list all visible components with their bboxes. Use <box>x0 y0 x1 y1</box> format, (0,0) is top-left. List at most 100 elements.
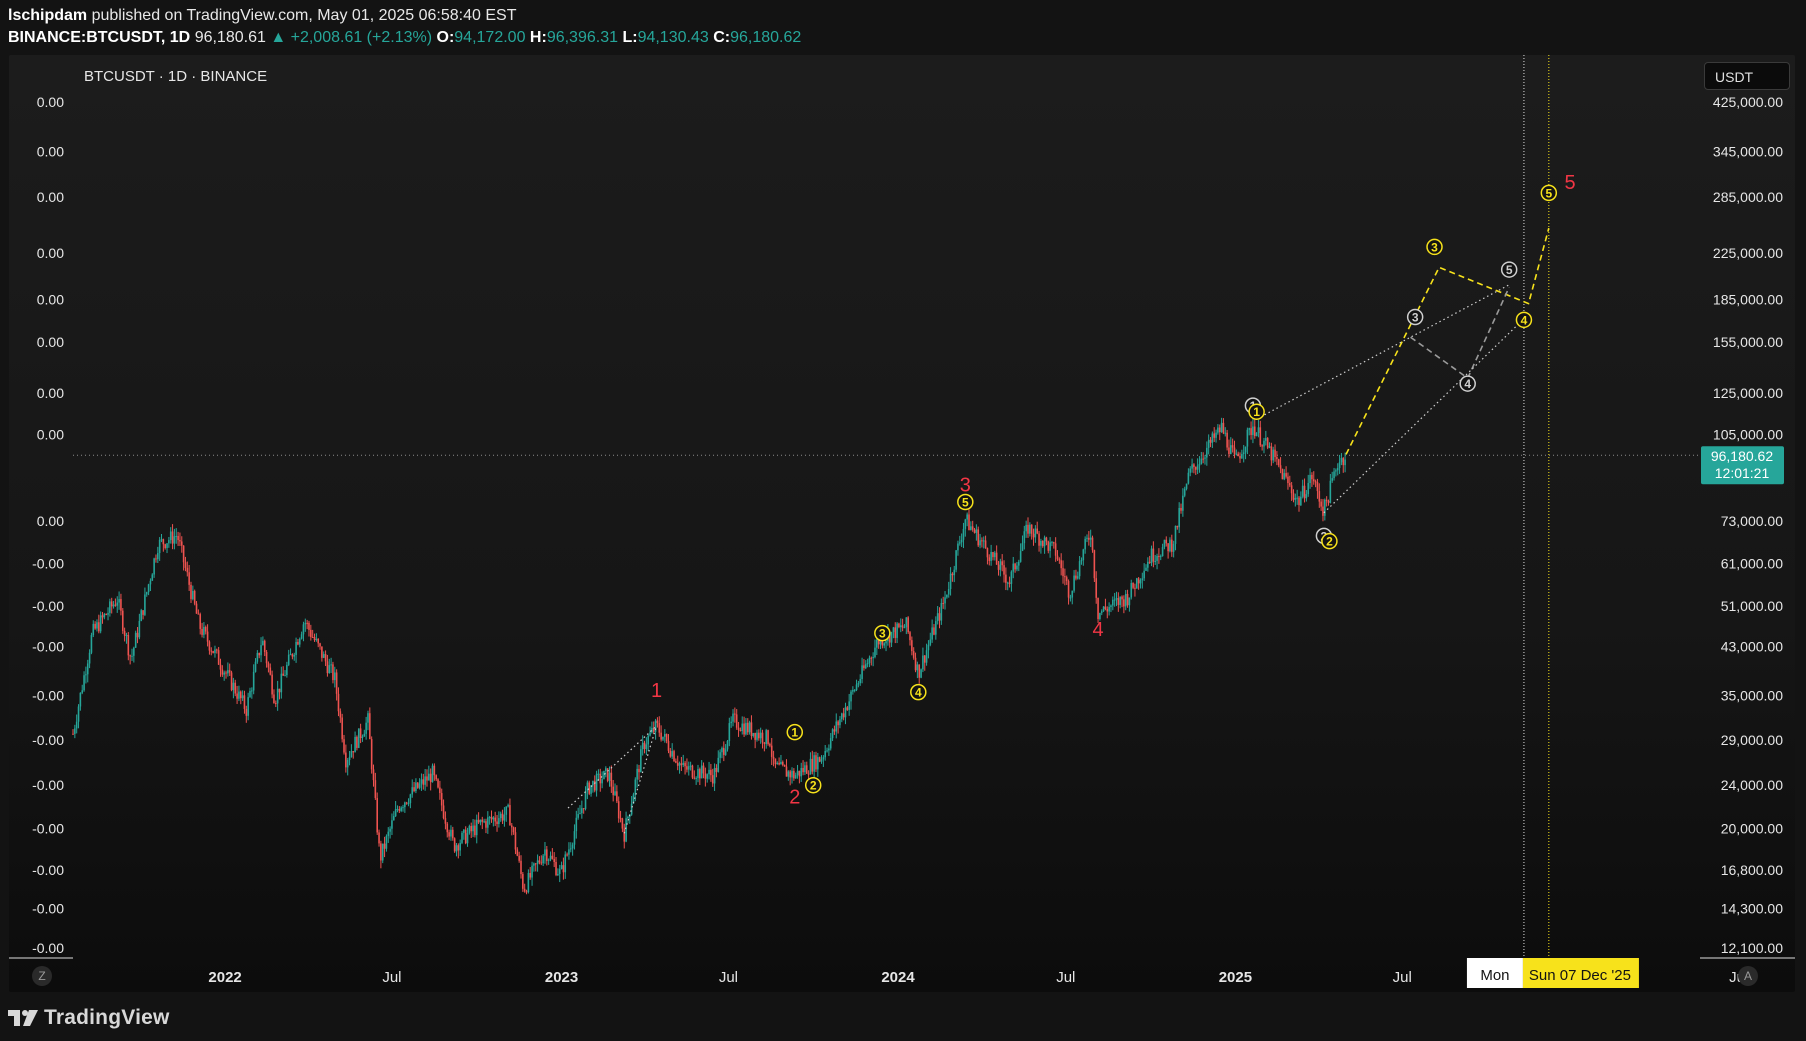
crosshair-date-left: Mon <box>1480 967 1509 984</box>
candle-body <box>794 775 797 779</box>
candle-body <box>98 622 100 632</box>
candle-body <box>457 845 460 851</box>
candle-body <box>1158 555 1160 557</box>
primary-wave-label: 4 <box>1092 619 1103 641</box>
candle-body <box>276 688 279 704</box>
candle-body <box>697 769 699 778</box>
circled-wave-label-ring <box>1500 261 1518 278</box>
candle-body <box>746 722 749 733</box>
candle-body <box>378 832 380 844</box>
candle-body <box>547 859 550 861</box>
candle-body <box>1174 525 1177 544</box>
candle-body <box>892 627 895 633</box>
candle-body <box>192 590 194 600</box>
badge-z[interactable]: Z <box>32 966 52 986</box>
candle-body <box>781 761 784 765</box>
price-chart[interactable]: 0.00 0.00 0.00 0.00 0.00 0.00 0.00 0.00 0.00 -0.0… <box>0 0 1806 1000</box>
candle-body <box>1115 598 1118 600</box>
candle-body <box>785 766 788 777</box>
candle-body <box>424 776 426 785</box>
symbol-label: BINANCE:BTCUSDT, 1D <box>8 29 191 46</box>
candle-body <box>809 758 812 774</box>
candle-body <box>610 772 613 787</box>
candle-body <box>968 514 970 531</box>
candle-body <box>1241 454 1243 459</box>
candle-body <box>389 828 391 832</box>
candle-body <box>201 628 203 635</box>
candle-body <box>758 732 760 739</box>
candle-body <box>286 664 288 676</box>
candle-body <box>402 807 404 809</box>
candle-body <box>1058 559 1061 561</box>
candle-body <box>304 622 307 625</box>
candle-body <box>787 771 790 777</box>
candle-body <box>1171 539 1173 552</box>
candle-body <box>759 732 762 739</box>
tradingview-logo[interactable]: TradingView <box>8 1005 170 1031</box>
candle-body <box>1215 432 1217 438</box>
candle-body <box>488 817 491 819</box>
candle-body <box>177 536 179 541</box>
candle-body <box>297 641 299 645</box>
author-name[interactable]: lschipdam <box>8 7 88 24</box>
candle-body <box>1211 433 1214 443</box>
candle-body <box>343 739 345 753</box>
candle-body <box>503 814 506 821</box>
crosshair-date-right: Sun 07 Dec '25 <box>1529 967 1631 984</box>
candle-body <box>877 639 880 645</box>
candle-body <box>282 673 284 676</box>
currency-button[interactable]: USDT <box>1704 62 1790 90</box>
candle-body <box>223 672 225 675</box>
candle-body <box>562 865 565 873</box>
candle-body <box>346 759 349 768</box>
close-label: C: <box>713 29 731 46</box>
candle-body <box>243 695 246 709</box>
candle-body <box>802 767 804 773</box>
candle-body <box>866 663 869 665</box>
primary-wave-label: 2 <box>789 787 800 809</box>
left-scale-label: 0.00 <box>37 245 64 261</box>
candle-body <box>1049 542 1051 551</box>
candle-body <box>597 773 600 775</box>
candle-body <box>593 780 596 791</box>
candle-body <box>588 782 591 794</box>
candle-body <box>1102 606 1105 612</box>
chart-panel[interactable] <box>9 55 1795 992</box>
candle-body <box>1021 543 1024 552</box>
candle-body <box>188 572 190 585</box>
badge-a[interactable]: A <box>1738 966 1758 986</box>
candle-body <box>114 604 117 606</box>
candle-body <box>1143 570 1145 579</box>
candle-body <box>798 770 801 777</box>
candle-body <box>829 738 832 749</box>
candle-body <box>581 808 583 814</box>
candle-body <box>94 623 96 629</box>
candle-body <box>1130 583 1133 598</box>
candle-body <box>647 735 650 745</box>
candle-body <box>984 540 987 549</box>
candle-body <box>442 805 445 819</box>
candle-body <box>776 762 779 765</box>
candle-body <box>1296 497 1298 499</box>
candle-body <box>640 749 642 773</box>
candle-body <box>920 669 922 678</box>
candle-body <box>121 610 124 631</box>
candle-body <box>234 682 237 694</box>
candle-body <box>1178 507 1180 528</box>
candle-body <box>1261 445 1263 447</box>
candle-body <box>1093 550 1096 579</box>
candle-body <box>330 664 332 666</box>
candle-body <box>263 640 266 653</box>
candle-body <box>1272 449 1275 461</box>
candle-body <box>236 693 238 699</box>
candle-body <box>518 855 520 861</box>
candle-body <box>383 843 386 849</box>
candle-body <box>1209 439 1212 443</box>
candle-body <box>245 708 248 716</box>
candle-body <box>1132 583 1134 588</box>
time-axis-label: Jul <box>382 969 401 986</box>
circled-wave-label-ring <box>786 723 804 741</box>
candle-body <box>1032 533 1035 538</box>
circled-wave-label: 2 <box>1326 535 1333 549</box>
candle-body <box>914 657 917 671</box>
